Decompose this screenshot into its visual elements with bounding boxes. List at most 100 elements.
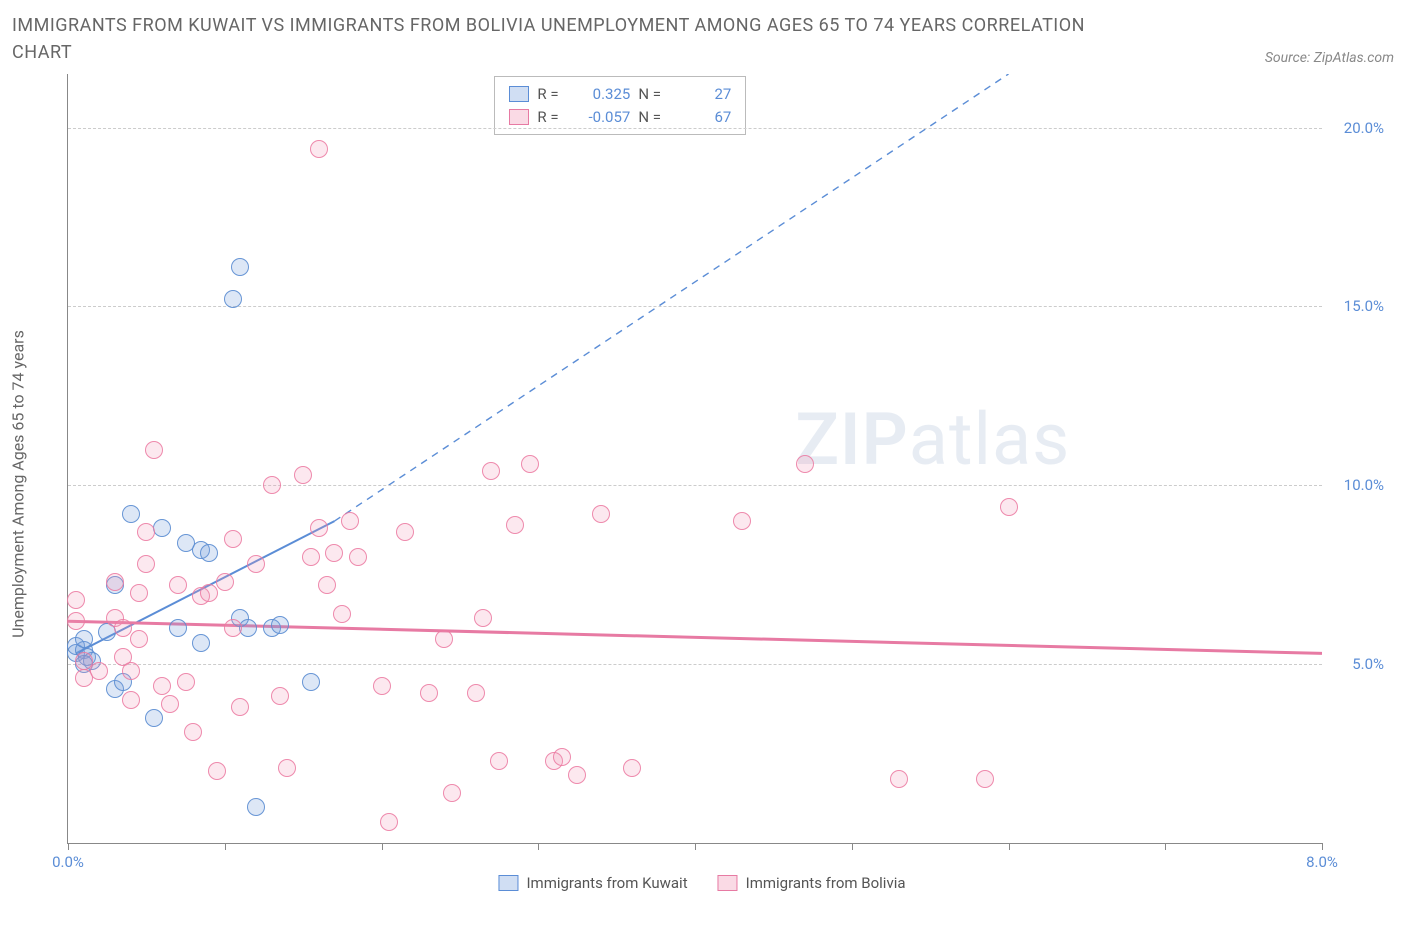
gridline xyxy=(68,485,1322,486)
data-point xyxy=(482,462,500,480)
legend-item-bolivia: Immigrants from Bolivia xyxy=(718,874,906,892)
data-point xyxy=(490,752,508,770)
swatch-bolivia-icon xyxy=(509,109,529,125)
data-point xyxy=(231,258,249,276)
y-tick-label: 5.0% xyxy=(1352,655,1384,673)
data-point xyxy=(796,455,814,473)
x-tick xyxy=(382,843,383,850)
x-tick xyxy=(1009,843,1010,850)
watermark: ZIPatlas xyxy=(795,397,1070,482)
x-tick-label: 0.0% xyxy=(52,853,84,871)
data-point xyxy=(380,813,398,831)
data-point xyxy=(75,652,93,670)
data-point xyxy=(216,573,234,591)
data-point xyxy=(443,784,461,802)
series-legend: Immigrants from Kuwait Immigrants from B… xyxy=(498,874,905,892)
data-point xyxy=(263,476,281,494)
data-point xyxy=(200,584,218,602)
data-point xyxy=(271,616,289,634)
legend-label: Immigrants from Bolivia xyxy=(746,874,906,892)
stats-legend: R = 0.325 N = 27 R = -0.057 N = 67 xyxy=(494,76,746,135)
plot-area: ZIPatlas R = 0.325 N = 27 R = -0.057 N =… xyxy=(67,74,1322,844)
data-point xyxy=(733,512,751,530)
data-point xyxy=(341,512,359,530)
data-point xyxy=(239,619,257,637)
data-point xyxy=(310,140,328,158)
stats-row-kuwait: R = 0.325 N = 27 xyxy=(509,83,731,106)
data-point xyxy=(623,759,641,777)
data-point xyxy=(976,770,994,788)
data-point xyxy=(325,544,343,562)
data-point xyxy=(67,591,85,609)
data-point xyxy=(224,290,242,308)
data-point xyxy=(231,698,249,716)
x-tick xyxy=(538,843,539,850)
data-point xyxy=(114,619,132,637)
data-point xyxy=(200,544,218,562)
data-point xyxy=(153,519,171,537)
swatch-kuwait-icon xyxy=(509,86,529,102)
y-axis-label: Unemployment Among Ages 65 to 74 years xyxy=(9,330,28,638)
data-point xyxy=(122,662,140,680)
data-point xyxy=(302,673,320,691)
data-point xyxy=(396,523,414,541)
page-title: IMMIGRANTS FROM KUWAIT VS IMMIGRANTS FRO… xyxy=(12,12,1112,66)
y-tick-label: 20.0% xyxy=(1344,119,1384,137)
data-point xyxy=(568,766,586,784)
data-point xyxy=(208,762,226,780)
source-attribution: Source: ZipAtlas.com xyxy=(1265,50,1394,66)
data-point xyxy=(420,684,438,702)
x-tick xyxy=(852,843,853,850)
data-point xyxy=(521,455,539,473)
correlation-chart: Unemployment Among Ages 65 to 74 years Z… xyxy=(12,74,1392,894)
data-point xyxy=(177,673,195,691)
x-tick xyxy=(225,843,226,850)
data-point xyxy=(169,619,187,637)
swatch-bolivia-icon xyxy=(718,875,738,891)
gridline xyxy=(68,128,1322,129)
trend-lines xyxy=(68,74,1322,843)
legend-label: Immigrants from Kuwait xyxy=(526,874,687,892)
data-point xyxy=(90,662,108,680)
data-point xyxy=(474,609,492,627)
data-point xyxy=(890,770,908,788)
data-point xyxy=(278,759,296,777)
data-point xyxy=(130,630,148,648)
data-point xyxy=(1000,498,1018,516)
x-tick-label: 8.0% xyxy=(1306,853,1338,871)
stats-row-bolivia: R = -0.057 N = 67 xyxy=(509,106,731,129)
x-tick xyxy=(1165,843,1166,850)
gridline xyxy=(68,306,1322,307)
data-point xyxy=(137,523,155,541)
y-tick-label: 15.0% xyxy=(1344,297,1384,315)
data-point xyxy=(506,516,524,534)
data-point xyxy=(247,555,265,573)
data-point xyxy=(224,619,242,637)
data-point xyxy=(310,519,328,537)
data-point xyxy=(137,555,155,573)
data-point xyxy=(467,684,485,702)
data-point xyxy=(302,548,320,566)
x-tick xyxy=(68,843,69,850)
data-point xyxy=(247,798,265,816)
gridline xyxy=(68,664,1322,665)
data-point xyxy=(122,505,140,523)
data-point xyxy=(435,630,453,648)
data-point xyxy=(373,677,391,695)
data-point xyxy=(333,605,351,623)
data-point xyxy=(106,573,124,591)
data-point xyxy=(192,634,210,652)
data-point xyxy=(75,630,93,648)
swatch-kuwait-icon xyxy=(498,875,518,891)
data-point xyxy=(161,695,179,713)
data-point xyxy=(67,612,85,630)
data-point xyxy=(294,466,312,484)
data-point xyxy=(122,691,140,709)
x-tick xyxy=(695,843,696,850)
legend-item-kuwait: Immigrants from Kuwait xyxy=(498,874,687,892)
data-point xyxy=(130,584,148,602)
data-point xyxy=(592,505,610,523)
data-point xyxy=(145,441,163,459)
data-point xyxy=(145,709,163,727)
data-point xyxy=(318,576,336,594)
